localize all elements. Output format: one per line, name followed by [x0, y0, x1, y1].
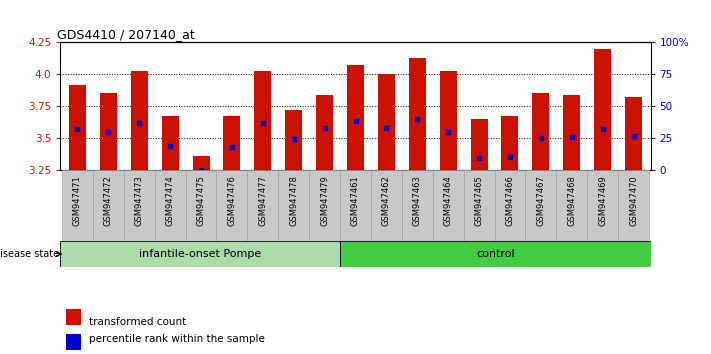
Bar	[69, 85, 86, 170]
Text: control: control	[476, 249, 515, 259]
Bar	[124, 170, 155, 241]
Bar	[371, 170, 402, 241]
Text: GSM947472: GSM947472	[104, 176, 113, 226]
Text: GSM947466: GSM947466	[506, 176, 515, 227]
Text: GSM947479: GSM947479	[320, 176, 329, 226]
Bar	[347, 65, 364, 170]
Bar	[409, 58, 426, 170]
Bar	[378, 74, 395, 170]
Bar	[495, 170, 525, 241]
Text: GSM947477: GSM947477	[258, 176, 267, 227]
Bar	[247, 170, 278, 241]
Bar	[186, 170, 216, 241]
Bar	[525, 170, 556, 241]
Bar	[587, 170, 618, 241]
Bar	[285, 110, 302, 170]
Text: GSM947473: GSM947473	[134, 176, 144, 227]
Text: GSM947463: GSM947463	[413, 176, 422, 227]
Text: GSM947476: GSM947476	[228, 176, 237, 227]
Bar	[216, 170, 247, 241]
Bar	[309, 170, 340, 241]
Text: GSM947475: GSM947475	[196, 176, 205, 226]
Bar	[60, 241, 340, 267]
Text: GSM947465: GSM947465	[474, 176, 483, 226]
Text: GSM947470: GSM947470	[629, 176, 638, 226]
Text: GSM947471: GSM947471	[73, 176, 82, 226]
Text: infantile-onset Pompe: infantile-onset Pompe	[139, 249, 262, 259]
Bar	[131, 70, 148, 170]
Bar	[340, 170, 371, 241]
Bar	[93, 170, 124, 241]
Bar	[594, 49, 611, 170]
Text: percentile rank within the sample: percentile rank within the sample	[89, 334, 264, 344]
Bar	[501, 116, 518, 170]
Bar	[563, 95, 580, 170]
Text: transformed count: transformed count	[89, 317, 186, 327]
Bar	[161, 116, 178, 170]
Bar	[223, 116, 240, 170]
Bar	[618, 170, 649, 241]
Bar	[439, 70, 456, 170]
Bar	[255, 70, 272, 170]
Bar	[316, 95, 333, 170]
Text: disease state: disease state	[0, 249, 59, 259]
Text: GSM947478: GSM947478	[289, 176, 298, 227]
Bar	[62, 170, 93, 241]
Bar	[471, 119, 488, 170]
Bar	[556, 170, 587, 241]
Bar	[100, 93, 117, 170]
Bar	[402, 170, 433, 241]
Bar	[625, 97, 642, 170]
Text: GSM947462: GSM947462	[382, 176, 391, 226]
Bar	[278, 170, 309, 241]
Bar	[193, 156, 210, 170]
Text: GSM947469: GSM947469	[598, 176, 607, 226]
Text: GSM947468: GSM947468	[567, 176, 577, 227]
Text: GSM947474: GSM947474	[166, 176, 175, 226]
Bar	[533, 93, 550, 170]
Text: GSM947467: GSM947467	[536, 176, 545, 227]
Bar	[340, 241, 651, 267]
Bar	[433, 170, 464, 241]
Bar	[464, 170, 495, 241]
Text: GDS4410 / 207140_at: GDS4410 / 207140_at	[58, 28, 196, 41]
Bar	[155, 170, 186, 241]
Bar	[66, 334, 81, 350]
Text: GSM947461: GSM947461	[351, 176, 360, 226]
Bar	[66, 309, 81, 325]
Text: GSM947464: GSM947464	[444, 176, 453, 226]
